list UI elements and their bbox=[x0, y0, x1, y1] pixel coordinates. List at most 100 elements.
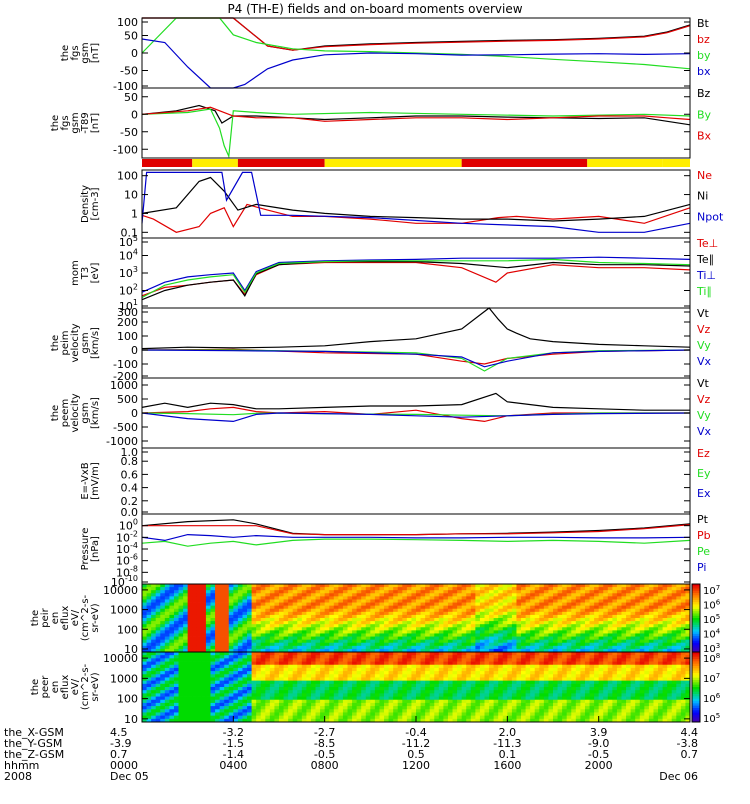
spectrogram-cell bbox=[156, 709, 161, 713]
spectrogram-cell bbox=[256, 709, 261, 713]
spectrogram-cell bbox=[471, 627, 476, 630]
spectrogram-cell bbox=[306, 633, 311, 636]
spectrogram-cell bbox=[544, 590, 549, 593]
spectrogram-cell bbox=[407, 640, 412, 643]
spectrogram-cell bbox=[411, 627, 416, 630]
spectrogram-cell bbox=[585, 603, 590, 606]
spectrogram-cell bbox=[156, 627, 161, 630]
spectrogram-cell bbox=[457, 716, 462, 720]
spectrogram-cell bbox=[384, 633, 389, 636]
spectrogram-cell bbox=[265, 637, 270, 640]
spectrogram-cell bbox=[165, 684, 170, 688]
spectrogram-cell bbox=[348, 693, 353, 697]
spectrogram-cell bbox=[261, 603, 266, 606]
spectrogram-cell bbox=[622, 630, 627, 633]
spectrogram-cell bbox=[466, 609, 471, 612]
spectrogram-cell bbox=[192, 658, 197, 662]
spectrogram-cell bbox=[516, 593, 521, 596]
spectrogram-cell bbox=[233, 609, 238, 612]
spectrogram-cell bbox=[402, 655, 407, 659]
spectrogram-cell bbox=[548, 609, 553, 612]
spectrogram-cell bbox=[311, 606, 316, 609]
spectrogram-cell bbox=[284, 668, 289, 672]
spectrogram-cell bbox=[558, 624, 563, 627]
spectrogram-cell bbox=[179, 637, 184, 640]
spectrogram-cell bbox=[242, 706, 247, 710]
spectrogram-cell bbox=[316, 590, 321, 593]
spectrogram-cell bbox=[174, 674, 179, 678]
spectrogram-cell bbox=[261, 630, 266, 633]
spectrogram-cell bbox=[284, 684, 289, 688]
spectrogram-cell bbox=[443, 709, 448, 713]
spectrogram-cell bbox=[252, 612, 257, 615]
spectrogram-cell bbox=[220, 627, 225, 630]
spectrogram-cell bbox=[343, 609, 348, 612]
spectrogram-cell bbox=[147, 712, 152, 716]
spectrogram-cell bbox=[151, 700, 156, 704]
spectrogram-cell bbox=[434, 690, 439, 694]
spectrogram-cell bbox=[375, 612, 380, 615]
spectrogram-cell bbox=[247, 584, 252, 587]
spectrogram-cell bbox=[640, 596, 645, 599]
spectrogram-cell bbox=[567, 709, 572, 713]
spectrogram-cell bbox=[558, 590, 563, 593]
spectrogram-cell bbox=[485, 652, 490, 656]
spectrogram-cell bbox=[580, 621, 585, 624]
spectrogram-cell bbox=[622, 640, 627, 643]
spectrogram-cell bbox=[284, 700, 289, 704]
spectrogram-cell bbox=[348, 652, 353, 656]
spectrogram-cell bbox=[448, 646, 453, 649]
spectrogram-cell bbox=[402, 646, 407, 649]
spectrogram-cell bbox=[626, 587, 631, 590]
spectrogram-cell bbox=[503, 615, 508, 618]
spectrogram-cell bbox=[503, 646, 508, 649]
spectrogram-cell bbox=[494, 712, 499, 716]
spectrogram-cell bbox=[530, 668, 535, 672]
colorbar-step bbox=[692, 629, 700, 632]
spectrogram-cell bbox=[562, 599, 567, 602]
spectrogram-cell bbox=[165, 596, 170, 599]
spectrogram-cell bbox=[530, 662, 535, 666]
spectrogram-cell bbox=[179, 590, 184, 593]
spectrogram-cell bbox=[174, 590, 179, 593]
spectrogram-cell bbox=[453, 693, 458, 697]
spectrogram-cell bbox=[594, 624, 599, 627]
spectrogram-cell bbox=[663, 621, 668, 624]
spectrogram-cell bbox=[261, 587, 266, 590]
spectrogram-cell bbox=[453, 630, 458, 633]
spectrogram-cell bbox=[462, 677, 467, 681]
spectrogram-cell bbox=[443, 624, 448, 627]
spectrogram-cell bbox=[325, 668, 330, 672]
spectrogram-cell bbox=[265, 712, 270, 716]
spectrogram-cell bbox=[503, 709, 508, 713]
spectrogram-cell bbox=[174, 671, 179, 675]
spectrogram-cell bbox=[539, 681, 544, 685]
spectrogram-cell bbox=[512, 662, 517, 666]
spectrogram-cell bbox=[475, 643, 480, 646]
spectrogram-cell bbox=[284, 712, 289, 716]
spectrogram-cell bbox=[238, 640, 243, 643]
spectrogram-cell bbox=[599, 587, 604, 590]
spectrogram-cell bbox=[343, 662, 348, 666]
spectrogram-cell bbox=[421, 593, 426, 596]
spectrogram-cell bbox=[466, 697, 471, 701]
spectrogram-cell bbox=[430, 637, 435, 640]
spectrogram-cell bbox=[192, 700, 197, 704]
spectrogram-cell bbox=[480, 655, 485, 659]
spectrogram-cell bbox=[466, 687, 471, 691]
spectrogram-cell bbox=[247, 709, 252, 713]
spectrogram-cell bbox=[672, 606, 677, 609]
spectrogram-cell bbox=[667, 624, 672, 627]
spectrogram-cell bbox=[147, 618, 152, 621]
spectrogram-cell bbox=[448, 630, 453, 633]
spectrogram-cell bbox=[503, 584, 508, 587]
spectrogram-cell bbox=[599, 609, 604, 612]
spectrogram-cell bbox=[585, 596, 590, 599]
spectrogram-cell bbox=[544, 646, 549, 649]
spectrogram-cell bbox=[421, 606, 426, 609]
spectrogram-cell bbox=[544, 643, 549, 646]
spectrogram-cell bbox=[352, 700, 357, 704]
spectrogram-cell bbox=[676, 603, 681, 606]
spectrogram-cell bbox=[548, 712, 553, 716]
